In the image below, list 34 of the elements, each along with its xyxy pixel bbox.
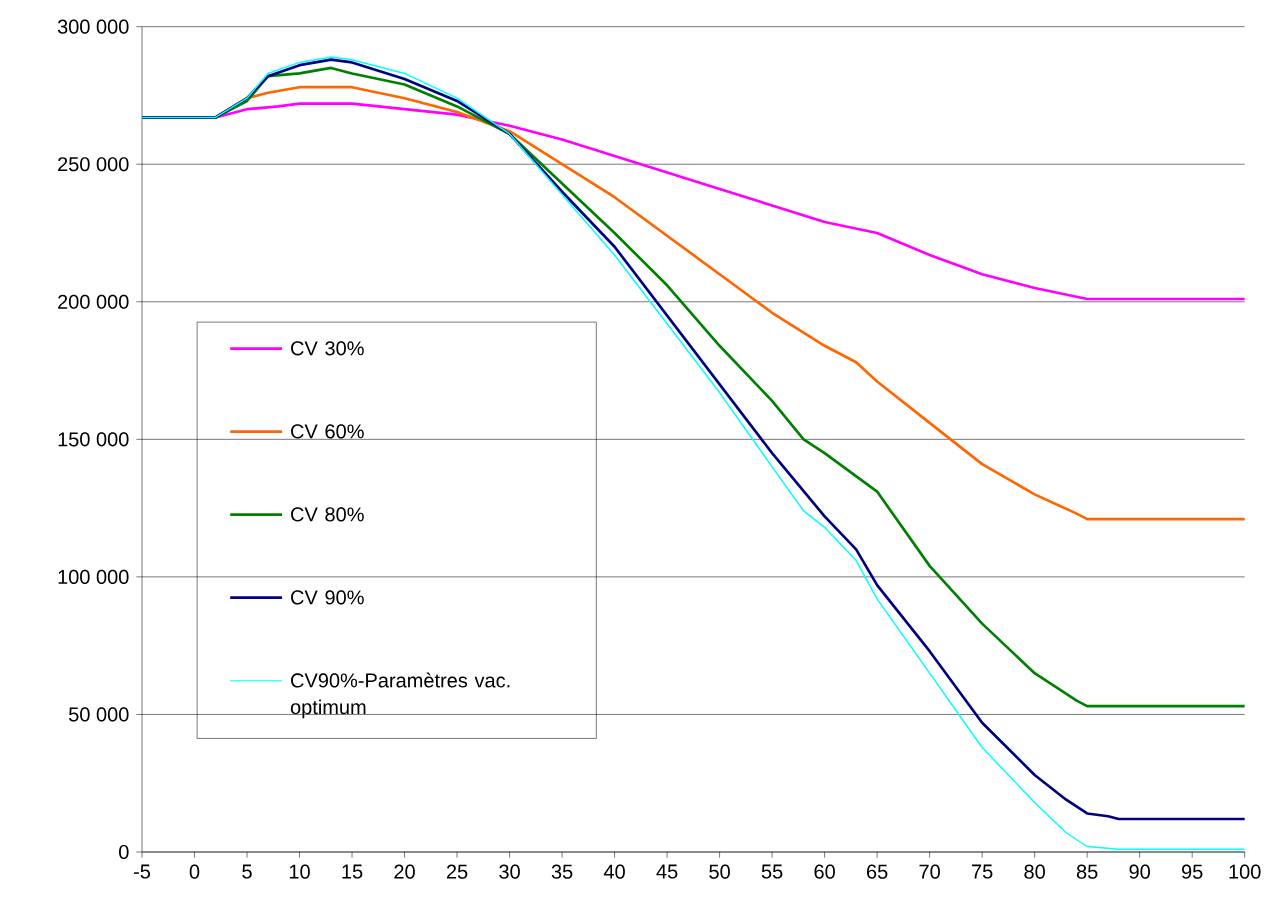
x-tick-label: 85: [1076, 864, 1098, 879]
x-tick-label: 80: [1024, 864, 1045, 879]
y-tick-label: 50 000: [69, 707, 129, 722]
x-tick-label: 75: [972, 864, 993, 879]
x-tick-label: 20: [394, 864, 415, 879]
x-tick-label: 35: [551, 864, 573, 879]
x-tick-label: 25: [446, 864, 468, 879]
x-tick-label: 95: [1181, 864, 1203, 879]
x-tick-label: 60: [814, 864, 835, 879]
legend-label: CV90%-Paramètres vac. optimum: [290, 672, 510, 719]
x-tick-label: 65: [867, 864, 888, 879]
y-tick-label: 100 000: [58, 569, 129, 584]
y-tick-label: 300 000: [57, 19, 129, 34]
y-tick-label: 150 000: [58, 432, 129, 447]
legend-label: CV 60%: [291, 424, 364, 439]
x-tick-label: 5: [242, 864, 252, 879]
x-tick-label: 40: [603, 864, 625, 879]
y-tick-label: 250 000: [58, 157, 129, 172]
x-tick-label: 70: [919, 864, 940, 879]
x-tick-label: 50: [709, 864, 730, 879]
x-tick-label: 0: [189, 864, 200, 879]
y-tick-label: 0: [119, 844, 129, 860]
x-tick-label: 45: [656, 864, 678, 879]
legend-label: CV 80%: [291, 507, 364, 522]
y-tick-label: 200 000: [58, 294, 129, 309]
x-tick-label: 10: [289, 864, 310, 879]
legend-label: CV 90%: [291, 590, 364, 605]
x-tick-label: 100: [1229, 864, 1261, 879]
x-tick-label: 15: [342, 864, 363, 879]
x-tick-label: 55: [761, 864, 783, 879]
x-tick-label: -5: [133, 864, 151, 879]
x-tick-label: 30: [499, 864, 520, 879]
x-tick-label: 90: [1129, 864, 1150, 879]
legend-label: CV 30%: [291, 341, 364, 356]
